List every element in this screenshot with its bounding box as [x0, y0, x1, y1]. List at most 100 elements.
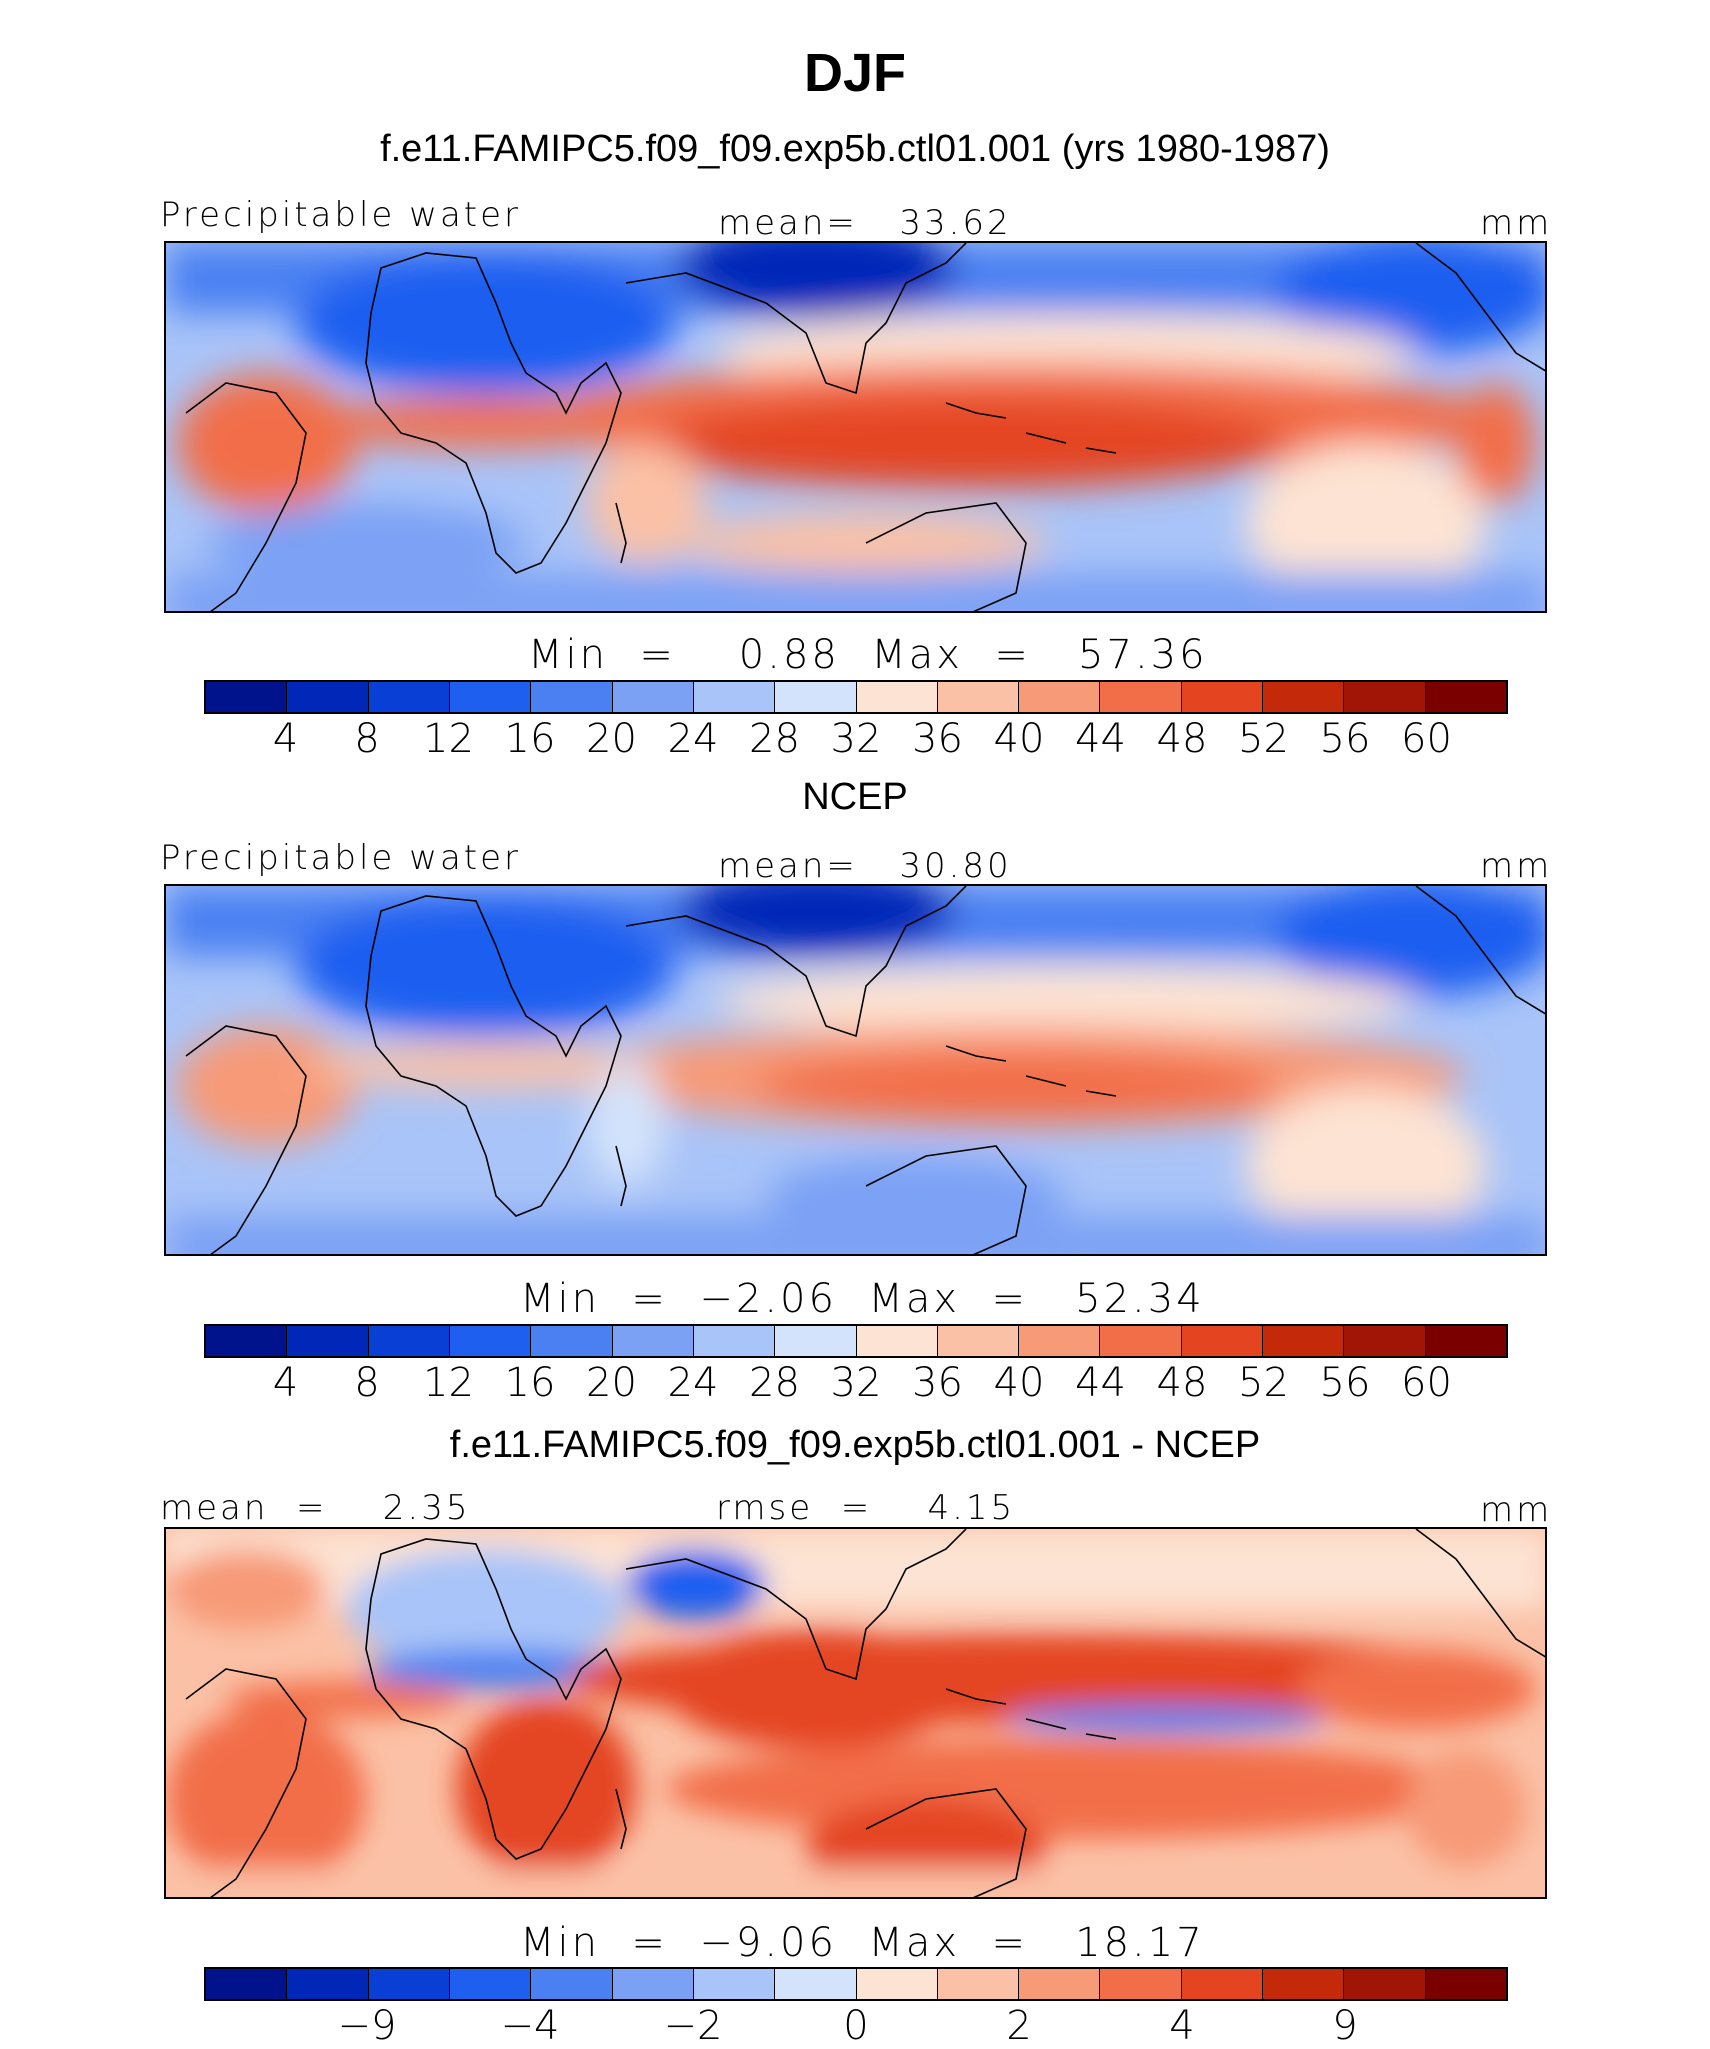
colorbar-tick-label: 8	[354, 716, 380, 762]
colorbar-swatch	[693, 682, 776, 712]
colorbar-swatch	[693, 1326, 776, 1356]
colorbar-swatch	[368, 682, 450, 712]
colorbar-tick-label: 48	[1156, 716, 1208, 762]
colorbar-tick-label: 56	[1319, 716, 1371, 762]
colorbar-swatch	[531, 1326, 613, 1356]
panel1-minmax: Min = 0.88 Max = 57.36	[528, 632, 1208, 678]
colorbar-tick-label: 16	[504, 1360, 556, 1406]
model-title: f.e11.FAMIPC5.f09_f09.exp5b.ctl01.001 (y…	[380, 128, 1330, 170]
colorbar-swatch	[775, 1969, 857, 1999]
colorbar-swatch	[1425, 682, 1506, 712]
colorbar-tick-label: 28	[749, 716, 800, 762]
panel1-mean-label: mean= 33.62	[718, 203, 1012, 243]
colorbar-tick-label: 9	[1332, 2003, 1358, 2049]
colorbar-tick-label: 52	[1238, 716, 1289, 762]
colorbar-tick-label: −9	[337, 2003, 397, 2049]
colorbar-tick-label: 40	[993, 716, 1045, 762]
colorbar-swatch	[937, 1326, 1020, 1356]
colorbar-tick-label: 32	[830, 716, 882, 762]
panel3-minmax: Min = −9.06 Max = 18.17	[520, 1920, 1205, 1966]
colorbar-swatch	[368, 1969, 450, 1999]
colorbar-swatch	[1100, 1326, 1182, 1356]
colorbar-swatch	[612, 1969, 694, 1999]
colorbar-swatch	[1019, 1969, 1101, 1999]
panel3-section-title: f.e11.FAMIPC5.f09_f09.exp5b.ctl01.001 - …	[449, 1424, 1261, 1466]
colorbar-swatch	[1344, 1326, 1426, 1356]
colorbar-swatch	[206, 682, 288, 712]
colorbar-tick-label: 48	[1156, 1360, 1208, 1406]
colorbar-tick-label: 4	[272, 716, 299, 762]
colorbar-swatch	[1100, 682, 1182, 712]
colorbar-swatch	[1100, 1969, 1182, 1999]
colorbar-swatch	[1181, 1969, 1264, 1999]
colorbar-tick-label: 40	[993, 1360, 1045, 1406]
panel2-units-label: mm	[1480, 846, 1553, 886]
colorbar-tick-label: 12	[423, 1360, 474, 1406]
colorbar-swatch	[856, 1326, 938, 1356]
colorbar-tick-label: 0	[843, 2003, 869, 2049]
colorbar-swatch	[612, 1326, 694, 1356]
colorbar-swatch	[1019, 682, 1101, 712]
panel3-map	[164, 1527, 1547, 1899]
colorbar-swatch	[1263, 682, 1345, 712]
colorbar-tick-label: 20	[586, 1360, 637, 1406]
colorbar-swatch	[449, 1326, 532, 1356]
season-title: DJF	[803, 43, 906, 103]
panel2-colorbar	[204, 1324, 1508, 1358]
panel3-colorbar-ticks: −9 −4 −2 0 2 4 9	[0, 2003, 1710, 2049]
panel2-mean-label: mean= 30.80	[718, 846, 1012, 886]
colorbar-tick-label: 32	[830, 1360, 882, 1406]
colorbar-tick-label: 56	[1319, 1360, 1371, 1406]
panel2-map	[164, 884, 1547, 1256]
colorbar-swatch	[693, 1969, 776, 1999]
colorbar-swatch	[449, 1969, 532, 1999]
colorbar-tick-label: 12	[423, 716, 474, 762]
colorbar-swatch	[1425, 1969, 1506, 1999]
panel1-units-label: mm	[1480, 203, 1553, 243]
panel2-section-title: NCEP	[802, 776, 908, 818]
colorbar-tick-label: 16	[504, 716, 556, 762]
colorbar-swatch	[1019, 1326, 1101, 1356]
colorbar-tick-label: 8	[354, 1360, 380, 1406]
colorbar-tick-label: 24	[667, 716, 719, 762]
colorbar-swatch	[287, 1326, 369, 1356]
colorbar-swatch	[449, 682, 532, 712]
panel2-minmax: Min = −2.06 Max = 52.34	[520, 1276, 1205, 1322]
colorbar-tick-label: 44	[1075, 1360, 1126, 1406]
colorbar-swatch	[1263, 1326, 1345, 1356]
panel1-variable-label: Precipitable water	[160, 195, 522, 235]
colorbar-tick-label: −4	[500, 2003, 560, 2049]
panel1-map	[164, 241, 1547, 613]
colorbar-swatch	[612, 682, 694, 712]
panel1-colorbar-ticks: 4 8 12 16 20 24 28 32 36 40 44 48 52 56 60	[0, 716, 1710, 766]
colorbar-swatch	[287, 682, 369, 712]
colorbar-swatch	[856, 1969, 938, 1999]
colorbar-swatch	[775, 682, 857, 712]
colorbar-swatch	[206, 1969, 288, 1999]
colorbar-swatch	[1181, 682, 1264, 712]
colorbar-tick-label: 60	[1401, 716, 1452, 762]
colorbar-swatch	[1344, 1969, 1426, 1999]
colorbar-swatch	[1181, 1326, 1264, 1356]
colorbar-swatch	[287, 1969, 369, 1999]
colorbar-swatch	[937, 1969, 1020, 1999]
panel3-rmse-label: rmse = 4.15	[716, 1488, 1016, 1528]
panel3-units-label: mm	[1480, 1490, 1553, 1530]
panel2-colorbar-ticks: 4 8 12 16 20 24 28 32 36 40 44 48 52 56 60	[0, 1360, 1710, 1410]
colorbar-tick-label: 44	[1075, 716, 1126, 762]
colorbar-tick-label: 52	[1238, 1360, 1289, 1406]
colorbar-tick-label: 60	[1401, 1360, 1452, 1406]
panel2-variable-label: Precipitable water	[160, 838, 522, 878]
colorbar-tick-label: 4	[1169, 2003, 1195, 2049]
colorbar-tick-label: 4	[272, 1360, 299, 1406]
colorbar-swatch	[368, 1326, 450, 1356]
colorbar-swatch	[775, 1326, 857, 1356]
panel3-colorbar	[204, 1967, 1508, 2001]
colorbar-swatch	[856, 682, 938, 712]
colorbar-swatch	[1425, 1326, 1506, 1356]
colorbar-tick-label: 36	[912, 716, 963, 762]
colorbar-tick-label: 2	[1006, 2003, 1032, 2049]
colorbar-tick-label: 24	[667, 1360, 719, 1406]
colorbar-tick-label: 28	[749, 1360, 800, 1406]
colorbar-swatch	[531, 682, 613, 712]
